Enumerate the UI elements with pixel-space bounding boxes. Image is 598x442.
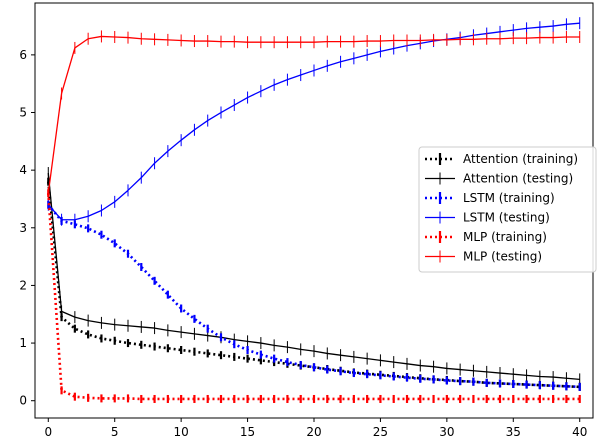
- y-tick-label: 1: [19, 336, 27, 350]
- x-tick-label: 5: [111, 425, 119, 439]
- legend-label: LSTM (training): [463, 191, 555, 205]
- legend-label: Attention (training): [463, 152, 578, 166]
- axes-layer: 0 5 10 15 20 25 30 35 40 0 1 2 3 4 5 6: [19, 2, 594, 439]
- x-tick-label: 10: [174, 425, 189, 439]
- legend-label: LSTM (testing): [463, 211, 550, 225]
- y-tick-label: 2: [19, 278, 27, 292]
- x-tick-label: 20: [306, 425, 321, 439]
- series-layer: [46, 17, 581, 403]
- x-tick-label: 40: [572, 425, 587, 439]
- y-tick-label: 3: [19, 221, 27, 235]
- series-mlp-training: [46, 189, 581, 403]
- series-mlp-testing: [47, 30, 581, 200]
- legend-item: MLP (testing): [425, 250, 542, 264]
- legend-item: LSTM (testing): [425, 211, 550, 225]
- y-tick-label: 4: [19, 163, 27, 177]
- y-tick-label: 0: [19, 394, 27, 408]
- legend: Attention (training) Attention (testing) L…: [418, 146, 597, 273]
- x-tick-label: 35: [506, 425, 521, 439]
- y-tick-label: 6: [19, 48, 27, 62]
- legend-item: Attention (training): [425, 152, 578, 166]
- legend-label: MLP (training): [463, 230, 547, 244]
- x-tick-label: 15: [240, 425, 255, 439]
- legend-item: MLP (training): [425, 230, 547, 244]
- series-attention-testing: [47, 167, 581, 386]
- x-tick-label: 25: [373, 425, 388, 439]
- y-tick-label: 5: [19, 106, 27, 120]
- legend-item: LSTM (training): [425, 191, 555, 205]
- series-lstm-testing: [47, 17, 581, 226]
- legend-label: Attention (testing): [463, 172, 573, 186]
- legend-box: [418, 146, 597, 273]
- legend-item: Attention (testing): [425, 172, 573, 186]
- x-tick-label: 30: [439, 425, 454, 439]
- x-tick-label: 0: [44, 425, 52, 439]
- legend-label: MLP (testing): [463, 250, 542, 264]
